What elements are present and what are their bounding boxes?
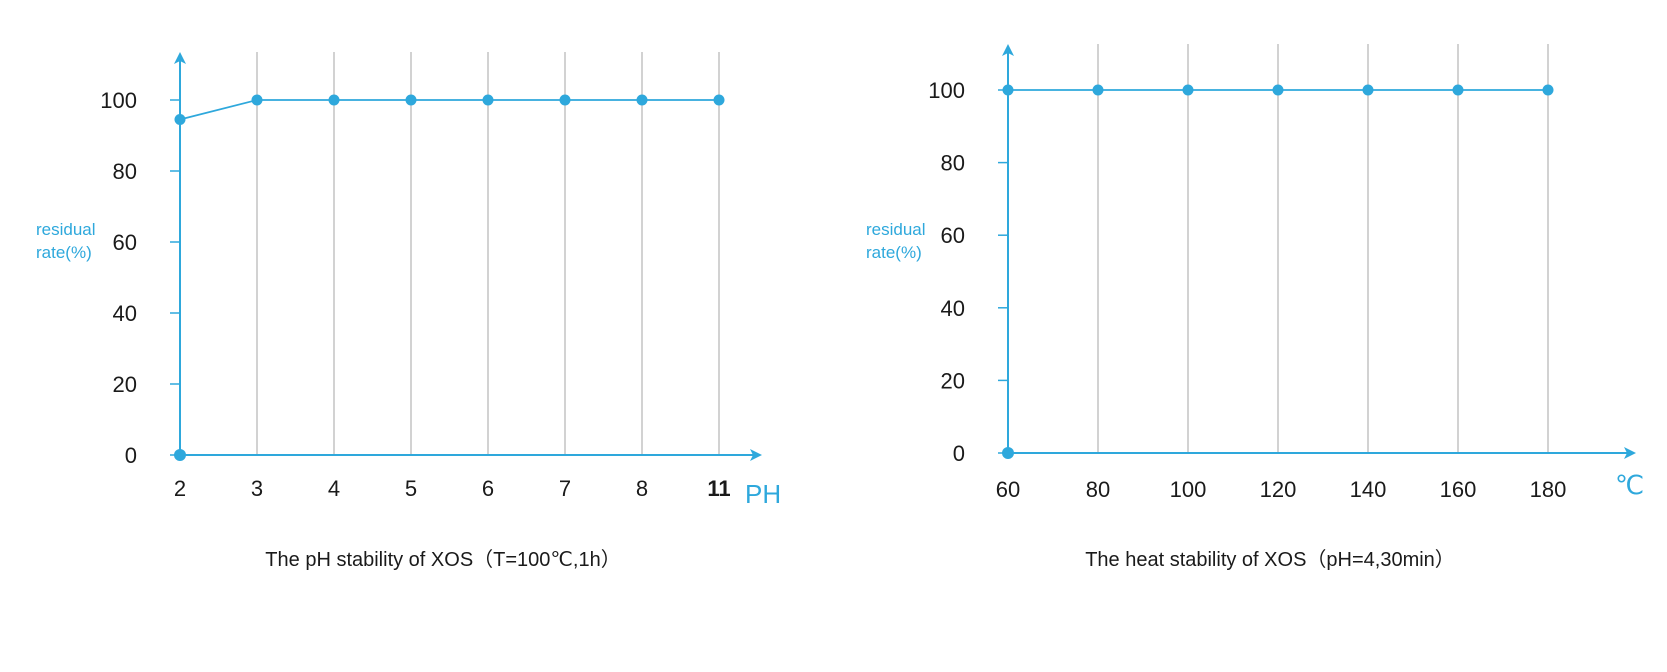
y-tick-label: 100 bbox=[100, 88, 137, 113]
chart-caption: The pH stability of XOS（T=100℃,1h） bbox=[265, 548, 620, 571]
x-tick-label: 160 bbox=[1440, 477, 1477, 502]
data-point bbox=[328, 94, 340, 106]
data-point bbox=[559, 94, 571, 106]
chart-caption: The heat stability of XOS（pH=4,30min） bbox=[1085, 548, 1455, 571]
x-tick-label: 140 bbox=[1350, 477, 1387, 502]
y-axis-label: rate(%) bbox=[36, 243, 92, 262]
x-tick-label: 5 bbox=[405, 476, 417, 501]
y-tick-label: 100 bbox=[928, 78, 965, 103]
y-tick-label: 60 bbox=[941, 223, 965, 248]
data-point bbox=[636, 94, 648, 106]
data-point bbox=[482, 94, 494, 106]
data-point bbox=[405, 94, 417, 106]
ph-stability-chart: 0 20 40 60 80 100 2 3 4 5 6 7 8 11 residual rate(%) PH Th… bbox=[36, 52, 781, 571]
origin-point bbox=[174, 449, 186, 461]
data-point bbox=[1272, 84, 1284, 96]
data-point bbox=[174, 114, 186, 126]
x-tick-label: 6 bbox=[482, 476, 494, 501]
x-axis-label: PH bbox=[745, 479, 781, 509]
data-point bbox=[251, 94, 263, 106]
data-point bbox=[1182, 84, 1194, 96]
data-point bbox=[713, 94, 725, 106]
x-tick-label: 60 bbox=[996, 477, 1020, 502]
x-axis-label: ℃ bbox=[1615, 470, 1644, 500]
y-tick-label: 40 bbox=[113, 301, 137, 326]
x-tick-label: 8 bbox=[636, 476, 648, 501]
x-tick-label: 4 bbox=[328, 476, 340, 501]
origin-point bbox=[1002, 447, 1014, 459]
y-tick-label: 20 bbox=[941, 368, 965, 393]
heat-stability-chart: 0 20 40 60 80 100 60 80 100 120 140 160 180 residual r… bbox=[866, 44, 1644, 571]
data-point bbox=[1542, 84, 1554, 96]
data-point bbox=[1002, 84, 1014, 96]
y-tick-label: 20 bbox=[113, 372, 137, 397]
x-axis-arrow bbox=[1624, 447, 1636, 459]
x-tick-label: 180 bbox=[1530, 477, 1567, 502]
y-tick-label: 80 bbox=[941, 151, 965, 176]
x-tick-label: 7 bbox=[559, 476, 571, 501]
x-tick-label: 11 bbox=[707, 476, 730, 501]
data-point bbox=[1452, 84, 1464, 96]
x-axis-arrow bbox=[750, 449, 762, 461]
data-point bbox=[1362, 84, 1374, 96]
x-tick-label: 2 bbox=[174, 476, 186, 501]
series-line bbox=[179, 99, 719, 121]
y-tick-label: 80 bbox=[113, 159, 137, 184]
x-tick-label: 100 bbox=[1170, 477, 1207, 502]
y-axis-arrow bbox=[174, 52, 186, 64]
y-axis-label: rate(%) bbox=[866, 243, 922, 262]
x-tick-label: 3 bbox=[251, 476, 263, 501]
y-tick-label: 0 bbox=[125, 443, 137, 468]
y-tick-label: 60 bbox=[113, 230, 137, 255]
y-axis-label: residual bbox=[36, 220, 96, 239]
y-axis-label: residual bbox=[866, 220, 926, 239]
x-tick-label: 80 bbox=[1086, 477, 1110, 502]
y-tick-label: 0 bbox=[953, 441, 965, 466]
y-axis-arrow bbox=[1002, 44, 1014, 56]
y-tick-label: 40 bbox=[941, 296, 965, 321]
data-point bbox=[1092, 84, 1104, 96]
x-tick-label: 120 bbox=[1260, 477, 1297, 502]
